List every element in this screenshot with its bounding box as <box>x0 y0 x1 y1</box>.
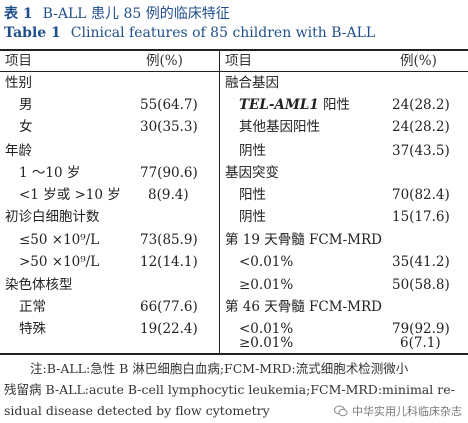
row-value: 77(90.6) <box>140 165 198 181</box>
watermark: 中华实用儿科临床杂志 <box>334 403 462 419</box>
table-row: 阳性 70(82.4) <box>220 184 468 206</box>
row-label: ≥0.01% <box>239 277 294 293</box>
table-label-zh: 表 1 <box>4 6 33 22</box>
row-value: 6(7.1) <box>400 335 441 351</box>
footnote-line-1: 注:B-ALL:急性 B 淋巴细胞白血病;FCM-MRD:流式细胞术检测微小 <box>30 361 409 376</box>
row-value: 50(58.8) <box>392 277 450 293</box>
row-label: 正常 <box>19 299 46 315</box>
table-row: 染色体核型 <box>0 274 219 296</box>
table-row: <1 岁或 >10 岁 8(9.4) <box>0 184 219 206</box>
table-row: <0.01% 79(92.9) <box>220 318 468 340</box>
table-row: 阴性 15(17.6) <box>220 206 468 228</box>
row-label: 1 ～10 岁 <box>19 165 81 181</box>
row-label: 其他基因阳性 <box>239 119 320 135</box>
row-label: <0.01% <box>239 254 294 270</box>
row-value: 30(35.3) <box>140 119 198 135</box>
table-row: 融合基因 <box>220 72 468 94</box>
row-label: ≥0.01% <box>239 335 294 351</box>
table-row: 初诊白细胞计数 <box>0 206 219 228</box>
gene-status: 阳性 <box>318 97 351 113</box>
table-row: 其他基因阳性 24(28.2) <box>220 116 468 138</box>
row-label: 染色体核型 <box>5 277 73 293</box>
row-label: 年龄 <box>5 143 32 159</box>
top-rule <box>0 49 468 51</box>
right-header-item: 项目 <box>225 53 252 69</box>
table-label-en: Table 1 <box>4 25 61 41</box>
left-header-value: 例(%) <box>146 53 183 69</box>
right-header-value: 例(%) <box>400 53 437 69</box>
table-row: >50 ×10⁹/L 12(14.1) <box>0 251 219 273</box>
table-row: ≥0.01% 6(7.1) <box>220 332 468 354</box>
table-caption-zh: 表 1 B-ALL 患儿 85 例的临床特征 <box>4 3 230 23</box>
table-row: 阴性 37(43.5) <box>220 140 468 162</box>
left-header-item: 项目 <box>5 53 32 69</box>
column-divider <box>219 50 220 353</box>
row-value: 37(43.5) <box>392 143 450 159</box>
table-row: 第 46 天骨髓 FCM-MRD <box>220 296 468 318</box>
row-value: 66(77.6) <box>140 299 198 315</box>
row-label: ≤50 ×10⁹/L <box>19 232 100 248</box>
table-row: 年龄 <box>0 140 219 162</box>
table-row: 基因突变 <box>220 162 468 184</box>
table-row: 女 30(35.3) <box>0 116 219 138</box>
row-label: 初诊白细胞计数 <box>5 209 100 225</box>
table-row: 第 19 天骨髓 FCM-MRD <box>220 229 468 251</box>
row-label: 阴性 <box>239 209 266 225</box>
table-title-zh: B-ALL 患儿 85 例的临床特征 <box>42 6 230 22</box>
table-caption-en: Table 1 Clinical features of 85 children … <box>4 25 375 41</box>
row-value: 15(17.6) <box>392 209 450 225</box>
row-value: 24(28.2) <box>392 119 450 135</box>
gene-name: TEL-AML1 <box>239 97 319 113</box>
table-row: 特殊 19(22.4) <box>0 318 219 340</box>
bottom-rule <box>0 353 468 355</box>
row-label: 阳性 <box>239 187 266 203</box>
header-row: 项目 例(%) 项目 例(%) <box>0 50 468 72</box>
table-row: <0.01% 35(41.2) <box>220 251 468 273</box>
table-row: 正常 66(77.6) <box>0 296 219 318</box>
row-label: >50 ×10⁹/L <box>19 254 100 270</box>
row-value: 19(22.4) <box>140 321 198 337</box>
table-row: 男 55(64.7) <box>0 94 219 116</box>
row-value: 8(9.4) <box>148 187 189 203</box>
row-value: 73(85.9) <box>140 232 198 248</box>
row-label: 男 <box>19 97 33 113</box>
row-value: 55(64.7) <box>140 97 198 113</box>
row-label: 基因突变 <box>225 165 279 181</box>
row-label: <1 岁或 >10 岁 <box>19 187 121 203</box>
row-value: 70(82.4) <box>392 187 450 203</box>
row-label: 融合基因 <box>225 75 279 91</box>
header-rule <box>0 71 468 72</box>
row-value: 12(14.1) <box>140 254 198 270</box>
row-value: 35(41.2) <box>392 254 450 270</box>
row-label: 女 <box>19 119 33 135</box>
row-label: 第 19 天骨髓 FCM-MRD <box>225 232 382 248</box>
row-label: TEL-AML1 阳性 <box>239 94 350 116</box>
row-label: 性别 <box>5 75 32 91</box>
row-value: 24(28.2) <box>392 97 450 113</box>
table-row: ≥0.01% 50(58.8) <box>220 274 468 296</box>
table-title-en: Clinical features of 85 children with B-… <box>70 25 376 41</box>
table-row: ≤50 ×10⁹/L 73(85.9) <box>0 229 219 251</box>
table-row: 1 ～10 岁 77(90.6) <box>0 162 219 184</box>
watermark-text: 中华实用儿科临床杂志 <box>352 405 462 418</box>
table-row: TEL-AML1 阳性 24(28.2) <box>220 94 468 116</box>
table-footnote: 注:B-ALL:急性 B 淋巴细胞白血病;FCM-MRD:流式细胞术检测微小 残… <box>4 358 464 421</box>
row-value: 79(92.9) <box>392 321 450 337</box>
footnote-line-3: sidual disease detected by flow cytometr… <box>4 403 270 418</box>
row-label: 阴性 <box>239 143 266 159</box>
row-label: 特殊 <box>19 321 46 337</box>
row-label: 第 46 天骨髓 FCM-MRD <box>225 299 382 315</box>
table-row: 性别 <box>0 72 219 94</box>
footnote-line-2: 残留病 B-ALL:acute B-cell lymphocytic leuke… <box>4 382 455 397</box>
wechat-icon <box>334 405 348 417</box>
row-label: <0.01% <box>239 321 294 337</box>
